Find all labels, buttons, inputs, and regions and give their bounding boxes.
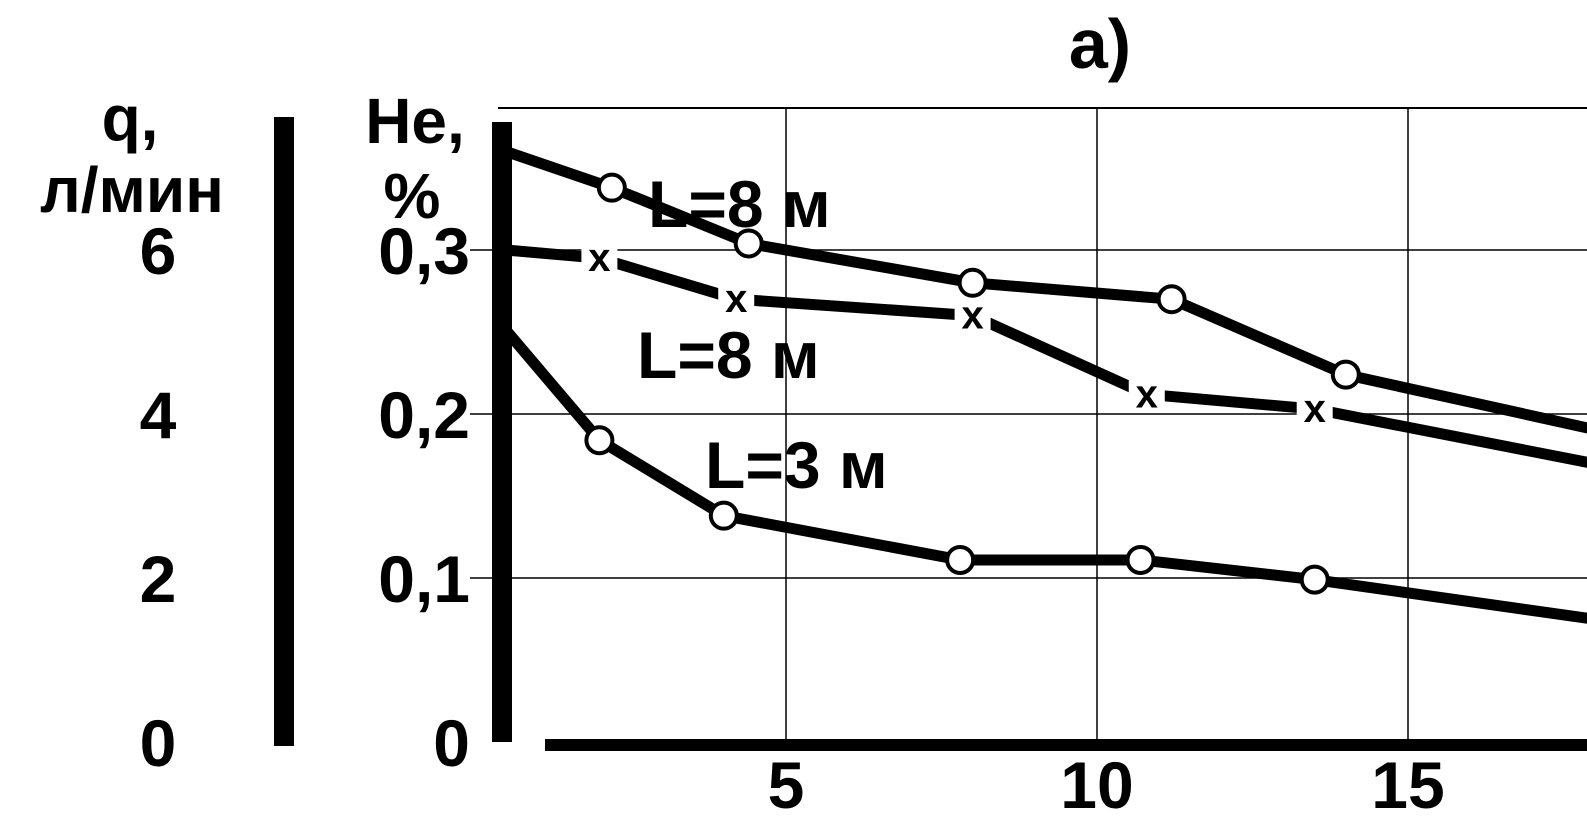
series-3-point-2 [708,500,739,531]
series-1-point-5 [1330,359,1361,390]
series-3 [501,326,1587,624]
he-tick-label-0: 0 [433,706,470,780]
series-2-point-bg-3 [954,301,991,330]
series-2: xxxxxx [505,236,1587,468]
q-tick-label-1: 2 [140,542,177,616]
series-label-1: L=8 м [648,167,831,241]
q-tick-label-0: 0 [140,706,177,780]
tick-labels: 5 10 15 0 2 4 6 0 0,1 0,2 0,3 [140,214,1445,819]
series-label-2: L=8 м [637,318,820,392]
he-axis-title-line1: He, [365,85,465,157]
x-tick-label-5: 5 [768,748,805,814]
series-2-point-bg-2 [718,285,755,314]
series-2-point-5: x [1304,387,1326,431]
grid-lines [470,108,1587,742]
series-label-3: L=3 м [705,428,888,502]
chart-title: а) [1069,5,1131,83]
series-2-point-3: x [961,294,983,338]
series-2-point-1: x [588,236,610,280]
he-axis-title-line2: % [384,160,441,232]
series-1 [504,146,1587,434]
series-3-point-5 [1299,564,1330,595]
series-3-point-1 [584,425,615,456]
he-tick-label-3: 0,3 [378,214,470,288]
series-3-point-3 [945,544,976,575]
series-2-point-bg-5 [1296,395,1333,424]
x-tick-label-15: 15 [1371,748,1444,814]
q-axis-title-line2: л/мин [40,154,224,226]
q-axis-title-line1: q, [102,82,159,154]
series-2-point-bg-1 [581,244,618,273]
he-tick-label-1: 0,1 [378,542,470,616]
series-1-point-3 [957,267,988,298]
curve-labels: L=8 м L=8 м L=3 м [637,167,888,502]
x-tick-label-10: 10 [1060,748,1133,814]
series-1-point-4 [1156,284,1187,315]
q-tick-label-3: 6 [140,214,177,288]
series-2-point-bg-4 [1128,380,1165,409]
series-1-point-1 [596,172,627,203]
series-2-point-4: x [1136,372,1158,416]
q-tick-label-2: 4 [140,378,177,452]
data-series: xxxxxx [501,146,1587,624]
series-1-point-2 [733,228,764,259]
series-3-point-4 [1125,544,1156,575]
series-2-point-2: x [725,277,747,321]
he-tick-label-2: 0,2 [378,378,470,452]
